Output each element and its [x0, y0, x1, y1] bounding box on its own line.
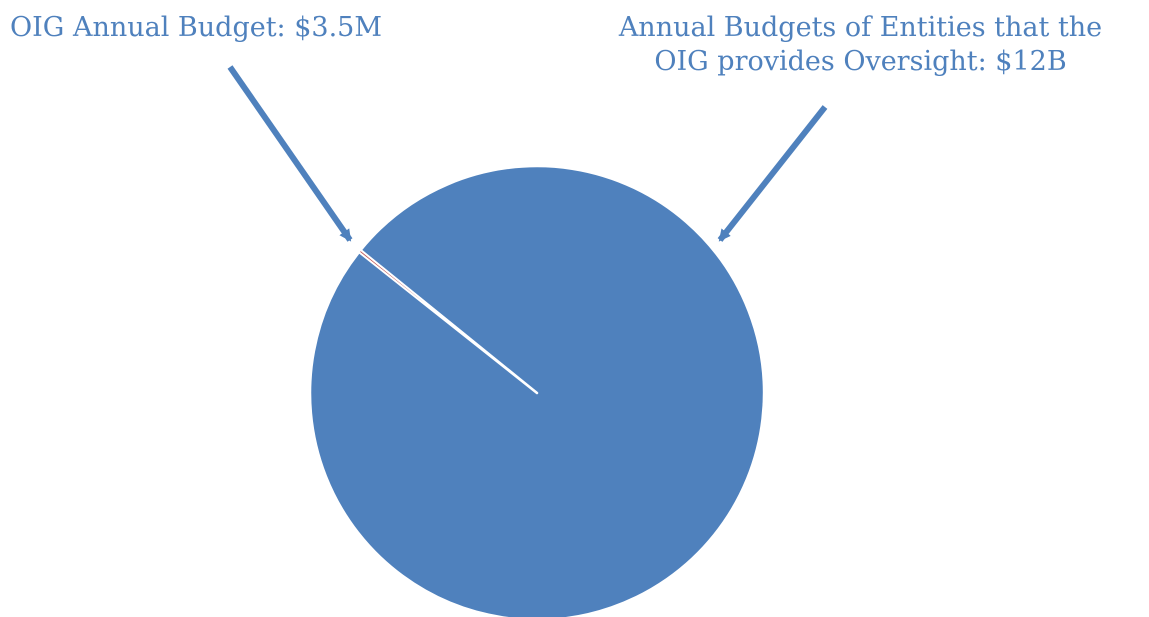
annotation-arrow-left [227, 65, 353, 242]
oig-budget-label: OIG Annual Budget: $3.5M [10, 12, 383, 43]
pie-slices [308, 164, 766, 617]
entities-budget-label-line-2: OIG provides Oversight: $12B [654, 46, 1067, 77]
entities-budget-label-line-1: Annual Budgets of Entities that the [618, 12, 1103, 43]
pie-slice-entities-budget [308, 164, 766, 617]
pie-slice-oig-budget [358, 249, 538, 394]
annotation-arrow-right [717, 105, 828, 242]
entities-budget-label: Annual Budgets of Entities that the OIG … [583, 11, 1138, 79]
